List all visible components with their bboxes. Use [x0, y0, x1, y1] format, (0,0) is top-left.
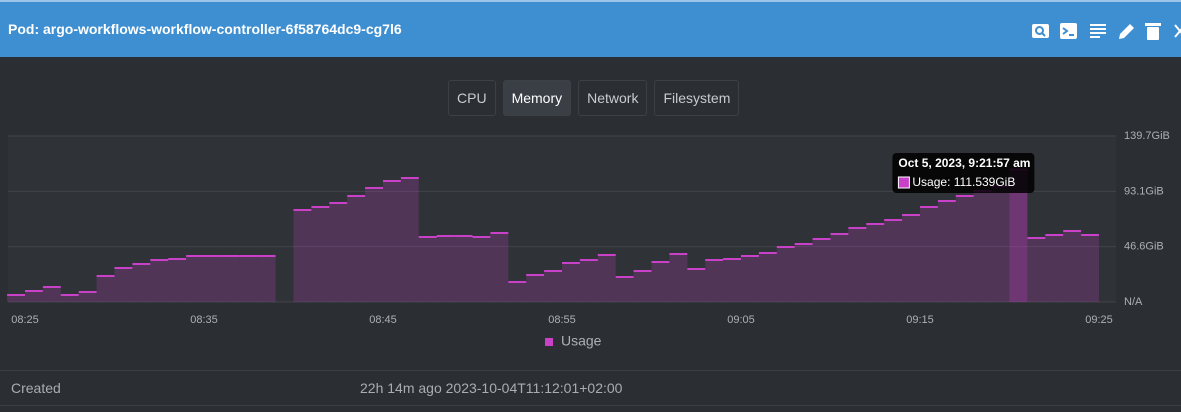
step-area	[7, 294, 25, 302]
step-area	[25, 290, 43, 302]
step-area	[454, 236, 473, 302]
step-area	[204, 256, 222, 302]
step-area	[866, 224, 885, 302]
step-area	[1009, 169, 1028, 302]
tab-bar: CPU Memory Network Filesystem	[448, 80, 740, 116]
step-area	[60, 294, 79, 302]
tooltip-box	[892, 153, 1035, 193]
step-area	[562, 263, 580, 302]
step-area	[257, 256, 276, 302]
step-area	[418, 237, 437, 302]
tooltip-title: Oct 5, 2023, 9:21:57 am	[898, 156, 1030, 170]
step-area	[723, 258, 741, 302]
step-area	[741, 256, 759, 302]
y-tick-label: N/A	[1124, 296, 1143, 308]
step-area	[758, 253, 777, 302]
step-area	[848, 227, 867, 302]
step-area	[705, 260, 724, 302]
x-tick-label: 08:55	[548, 314, 576, 326]
step-area	[293, 210, 312, 302]
step-area	[794, 244, 813, 302]
toolbar-icons	[1032, 23, 1181, 40]
step-area	[490, 232, 509, 302]
terminal-icon[interactable]	[1060, 23, 1077, 39]
step-area	[973, 191, 992, 302]
x-tick-label: 08:25	[11, 314, 39, 326]
step-area	[597, 254, 616, 302]
step-area	[329, 203, 348, 302]
step-area	[1063, 230, 1082, 302]
chart: N/A 46.6GiB 93.1GiB 139.7GiB 08:25 08:35 08:45…	[7, 130, 1170, 349]
step-area	[812, 239, 831, 302]
delete-icon[interactable]	[1145, 23, 1161, 40]
tooltip-swatch	[897, 176, 910, 189]
step-area	[991, 186, 1010, 302]
x-tick-label: 09:25	[1085, 314, 1113, 326]
step-area	[150, 260, 169, 302]
step-area	[186, 256, 204, 302]
y-tick-label: 46.6GiB	[1124, 241, 1164, 253]
step-area	[526, 275, 545, 302]
tab[interactable]: Filesystem	[654, 80, 740, 116]
tooltip-label: Usage: 111.539GiB	[912, 175, 1015, 189]
step-area	[311, 206, 330, 302]
step-area	[615, 277, 634, 302]
legend-label: Usage	[561, 333, 602, 349]
x-tick-label: 08:35	[190, 314, 218, 326]
step-area	[1081, 234, 1099, 302]
legend-swatch	[545, 338, 553, 346]
search-icon[interactable]	[1032, 24, 1049, 38]
step-area	[472, 237, 491, 302]
x-tick-label: 09:05	[727, 314, 755, 326]
step-area	[42, 287, 61, 302]
detail-value: 22h 14m ago 2023-10-04T11:12:01+02:00	[360, 380, 623, 396]
close-icon[interactable]	[1174, 24, 1181, 38]
step-area	[1027, 237, 1046, 302]
step-area	[400, 177, 419, 302]
step-area	[776, 246, 795, 302]
step-area	[955, 196, 974, 302]
details-row: Created 22h 14m ago 2023-10-04T11:12:01+…	[0, 370, 1181, 406]
hover-band	[1009, 169, 1028, 302]
y-tick-label: 93.1GiB	[1124, 185, 1164, 197]
x-tick-label: 08:45	[369, 314, 397, 326]
step-area	[96, 275, 115, 302]
step-area	[884, 220, 903, 302]
tab-active[interactable]: Memory	[502, 80, 572, 116]
step-area	[920, 206, 938, 302]
step-area	[436, 236, 455, 302]
step-area	[221, 256, 240, 302]
step-area	[1045, 234, 1064, 302]
step-area	[114, 268, 133, 302]
step-area	[365, 188, 383, 302]
tab[interactable]: Network	[578, 80, 648, 116]
logs-icon[interactable]	[1090, 24, 1106, 38]
y-tick-label: 139.7GiB	[1124, 130, 1170, 142]
header-bar: Pod: argo-workflows-workflow-controller-…	[0, 0, 1181, 57]
pod-title: Pod: argo-workflows-workflow-controller-…	[8, 21, 402, 37]
step-area	[830, 234, 849, 302]
step-area	[132, 263, 151, 302]
step-area	[508, 282, 527, 302]
edit-icon[interactable]	[1119, 24, 1134, 39]
step-area	[633, 270, 652, 302]
tab[interactable]: CPU	[448, 80, 496, 116]
step-area	[168, 258, 187, 302]
step-area	[347, 196, 366, 302]
detail-key: Created	[11, 380, 61, 396]
step-area	[669, 253, 688, 302]
step-area	[937, 200, 956, 302]
step-area	[687, 268, 706, 302]
step-area	[239, 256, 258, 302]
step-area	[579, 260, 598, 302]
step-area	[383, 181, 401, 302]
x-tick-label: 09:15	[906, 314, 934, 326]
step-area	[544, 270, 562, 302]
step-area	[651, 261, 670, 302]
step-area	[902, 215, 920, 302]
step-area	[78, 292, 97, 302]
